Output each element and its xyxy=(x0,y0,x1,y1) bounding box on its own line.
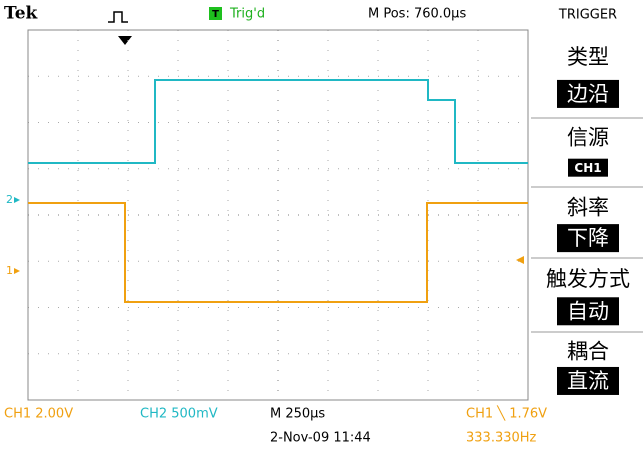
graticule xyxy=(28,30,528,400)
datetime: 2-Nov-09 11:44 xyxy=(270,431,371,446)
trigger-level-arrow xyxy=(516,256,524,264)
ch2-marker-arrow xyxy=(14,197,20,203)
menu-value: 边沿 xyxy=(567,82,609,106)
brand: Tek xyxy=(4,4,39,24)
pulse-icon xyxy=(108,11,128,23)
menu-value-box xyxy=(557,297,619,326)
menu-label: 斜率 xyxy=(567,195,609,219)
ch2-scale: CH2 500mV xyxy=(140,407,218,422)
menu-label: 触发方式 xyxy=(546,267,630,291)
trig-icon xyxy=(209,7,222,20)
ch1-marker: 1 xyxy=(6,264,13,277)
frequency: 333.330Hz xyxy=(466,431,537,446)
menu-value: 自动 xyxy=(567,299,609,323)
menu-value: 直流 xyxy=(567,369,609,393)
trigger-status: Trig'd xyxy=(229,7,265,22)
menu-label: 类型 xyxy=(567,45,609,69)
menu-value: 下降 xyxy=(567,226,609,250)
graticule-border xyxy=(27,29,529,401)
m-pos: M Pos: 760.0µs xyxy=(368,7,466,22)
ch1-scale: CH1 2.00V xyxy=(4,407,73,422)
menu-title: TRIGGER xyxy=(558,8,617,23)
menu-value-box xyxy=(557,224,619,253)
menu-label: 耦合 xyxy=(567,339,609,363)
menu-value-box xyxy=(557,366,619,395)
trig-icon-letter: T xyxy=(212,9,219,20)
timebase: M 250µs xyxy=(270,407,325,422)
ch2-trace xyxy=(28,79,528,164)
ch1-marker-arrow xyxy=(14,268,20,274)
trigger-position-arrow xyxy=(118,36,132,45)
trigger-readout: CH1 ╲ 1.76V xyxy=(466,405,547,422)
menu-value-box xyxy=(568,158,608,177)
menu-label: 信源 xyxy=(567,126,609,150)
ch2-marker: 2 xyxy=(6,193,13,206)
ch1-trace xyxy=(28,202,528,303)
menu-value: CH1 xyxy=(574,161,601,175)
menu-value-box xyxy=(557,79,619,108)
